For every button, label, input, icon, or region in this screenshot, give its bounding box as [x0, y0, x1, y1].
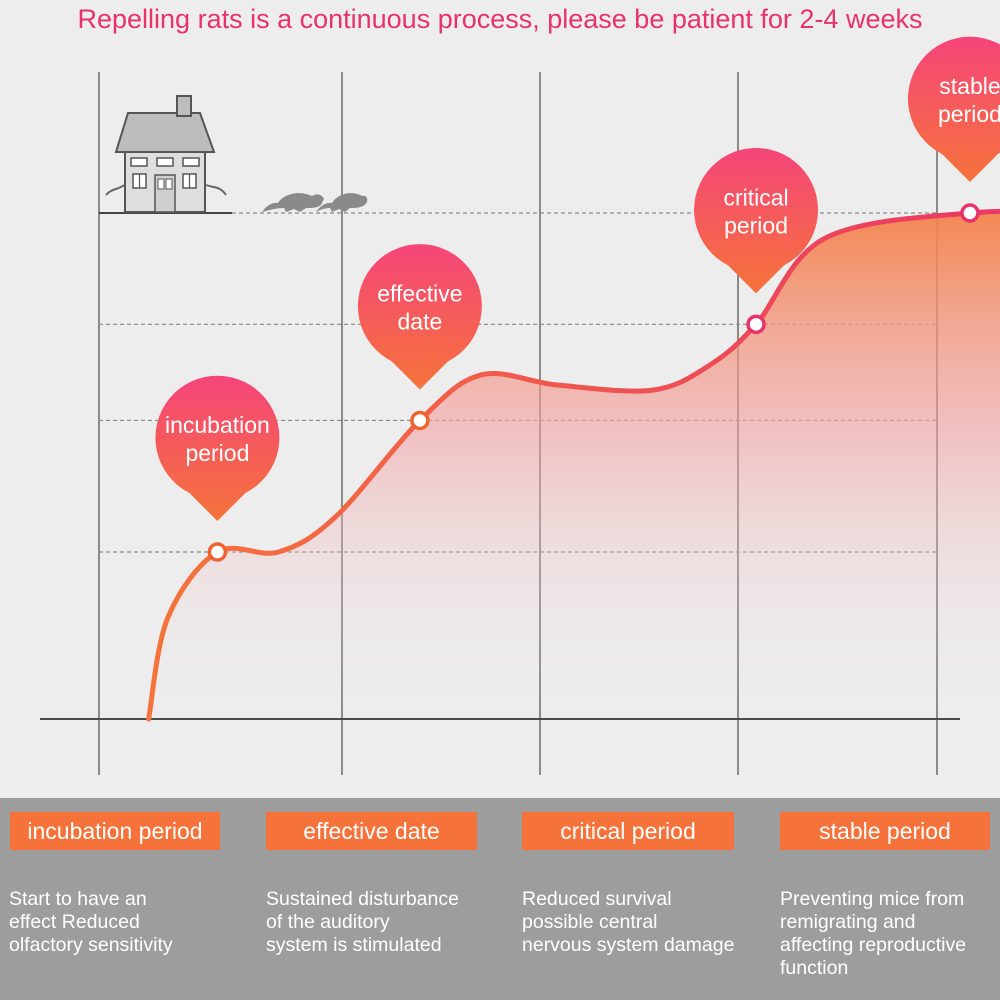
description-line: possible central [522, 911, 658, 933]
description-line: system is stimulated [266, 934, 442, 956]
description-line: remigrating and [780, 911, 916, 933]
rat-icon [262, 193, 368, 212]
curve-area [148, 211, 1000, 719]
description-line: of the auditory [266, 911, 390, 933]
description-line: olfactory sensitivity [9, 934, 173, 956]
pin-label: period [938, 101, 1000, 127]
pin-label: incubation [165, 412, 270, 438]
description-line: nervous system damage [522, 934, 735, 956]
milestone-marker [960, 203, 980, 223]
milestone-marker [746, 314, 766, 335]
pin-label: stable [939, 73, 1000, 99]
description-line: Sustained disturbance [266, 888, 459, 910]
description-line: Reduced survival [522, 888, 672, 910]
milestone-marker [207, 542, 228, 562]
stage-label-stable: stable period [780, 812, 990, 850]
pin-label: effective [377, 280, 462, 306]
description-line: function [780, 957, 849, 979]
pin-shape [155, 375, 280, 522]
stage-description-effective: Sustained disturbance of the auditory sy… [266, 888, 502, 957]
stage-label-effective: effective date [266, 812, 477, 850]
stage-label-critical: critical period [522, 812, 734, 850]
description-line: Preventing mice from [780, 888, 965, 910]
pin-shape [694, 148, 819, 294]
description-line: effect Reduced [9, 911, 140, 933]
milestone-marker [410, 410, 430, 431]
stage-description-critical: Reduced survival possible central nervou… [522, 888, 767, 957]
description-line: affecting reproductive [780, 934, 967, 956]
stage-label-incubation: incubation period [10, 812, 220, 850]
description-line: Start to have an [9, 888, 147, 910]
pin-label: period [185, 440, 249, 466]
pin-shape [908, 36, 1000, 182]
stage-description-incubation: Start to have an effect Reduced olfactor… [9, 888, 245, 957]
stage-description-stable: Preventing mice from remigrating and aff… [780, 888, 995, 980]
pin-label: date [397, 308, 442, 334]
pin-label: period [724, 212, 788, 238]
chart-title: Repelling rats is a continuous process, … [77, 4, 923, 34]
milestone-pins: incubationperiodeffectivedatecriticalper… [155, 36, 1000, 562]
pin-shape [357, 244, 482, 390]
progress-chart: incubationperiodeffectivedatecriticalper… [40, 36, 1000, 775]
pin-label: critical [723, 184, 788, 210]
house-icon [99, 95, 232, 214]
